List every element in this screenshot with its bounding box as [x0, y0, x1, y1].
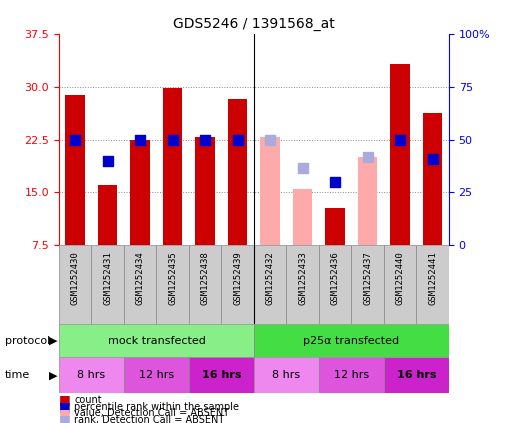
Text: rank, Detection Call = ABSENT: rank, Detection Call = ABSENT	[74, 415, 225, 423]
Bar	[390, 64, 410, 245]
FancyBboxPatch shape	[254, 324, 449, 357]
Point	[104, 157, 112, 164]
Text: GSM1252436: GSM1252436	[331, 252, 340, 305]
Text: GSM1252438: GSM1252438	[201, 252, 210, 305]
Bar	[325, 208, 345, 245]
Text: mock transfected: mock transfected	[108, 335, 205, 346]
Text: ▶: ▶	[49, 371, 57, 380]
Text: GSM1252439: GSM1252439	[233, 252, 242, 305]
Text: GSM1252440: GSM1252440	[396, 252, 405, 305]
Bar	[261, 137, 280, 245]
Bar	[228, 99, 247, 245]
Bar	[98, 185, 117, 245]
FancyBboxPatch shape	[189, 245, 222, 324]
Point	[428, 155, 437, 162]
Bar	[293, 189, 312, 245]
Text: p25α transfected: p25α transfected	[303, 335, 400, 346]
Text: protocol: protocol	[5, 335, 50, 346]
Title: GDS5246 / 1391568_at: GDS5246 / 1391568_at	[173, 17, 335, 31]
Text: ■: ■	[59, 400, 71, 413]
FancyBboxPatch shape	[91, 245, 124, 324]
Point	[136, 136, 144, 143]
FancyBboxPatch shape	[254, 245, 286, 324]
FancyBboxPatch shape	[319, 245, 351, 324]
FancyBboxPatch shape	[254, 357, 319, 393]
Text: GSM1252430: GSM1252430	[71, 252, 80, 305]
Point	[364, 154, 372, 161]
FancyBboxPatch shape	[384, 245, 417, 324]
Point	[331, 179, 339, 185]
FancyBboxPatch shape	[59, 245, 91, 324]
Point	[201, 136, 209, 143]
FancyBboxPatch shape	[351, 245, 384, 324]
FancyBboxPatch shape	[286, 245, 319, 324]
FancyBboxPatch shape	[59, 357, 124, 393]
Text: 16 hrs: 16 hrs	[397, 371, 436, 380]
Text: ■: ■	[59, 393, 71, 406]
FancyBboxPatch shape	[222, 245, 254, 324]
Text: 8 hrs: 8 hrs	[77, 371, 106, 380]
Text: GSM1252437: GSM1252437	[363, 252, 372, 305]
FancyBboxPatch shape	[59, 324, 254, 357]
Point	[71, 136, 80, 143]
Bar	[195, 137, 215, 245]
Text: 16 hrs: 16 hrs	[202, 371, 241, 380]
Text: GSM1252432: GSM1252432	[266, 252, 274, 305]
FancyBboxPatch shape	[417, 245, 449, 324]
Text: count: count	[74, 395, 102, 405]
Text: percentile rank within the sample: percentile rank within the sample	[74, 401, 240, 412]
FancyBboxPatch shape	[124, 245, 156, 324]
Bar	[66, 95, 85, 245]
FancyBboxPatch shape	[189, 357, 254, 393]
Text: time: time	[5, 371, 30, 380]
Text: ▶: ▶	[49, 335, 57, 346]
Text: ■: ■	[59, 414, 71, 423]
FancyBboxPatch shape	[156, 245, 189, 324]
Text: ■: ■	[59, 407, 71, 420]
Bar	[163, 88, 183, 245]
Text: GSM1252433: GSM1252433	[298, 252, 307, 305]
Text: value, Detection Call = ABSENT: value, Detection Call = ABSENT	[74, 408, 229, 418]
Text: GSM1252441: GSM1252441	[428, 252, 437, 305]
Point	[266, 136, 274, 143]
Bar	[130, 140, 150, 245]
Text: 12 hrs: 12 hrs	[139, 371, 174, 380]
Point	[169, 136, 177, 143]
FancyBboxPatch shape	[384, 357, 449, 393]
Point	[396, 136, 404, 143]
Point	[233, 136, 242, 143]
Bar	[358, 157, 378, 245]
Text: GSM1252434: GSM1252434	[136, 252, 145, 305]
Bar	[423, 113, 442, 245]
FancyBboxPatch shape	[124, 357, 189, 393]
Text: GSM1252435: GSM1252435	[168, 252, 177, 305]
Text: 8 hrs: 8 hrs	[272, 371, 301, 380]
FancyBboxPatch shape	[319, 357, 384, 393]
Text: 12 hrs: 12 hrs	[334, 371, 369, 380]
Point	[299, 165, 307, 171]
Text: GSM1252431: GSM1252431	[103, 252, 112, 305]
